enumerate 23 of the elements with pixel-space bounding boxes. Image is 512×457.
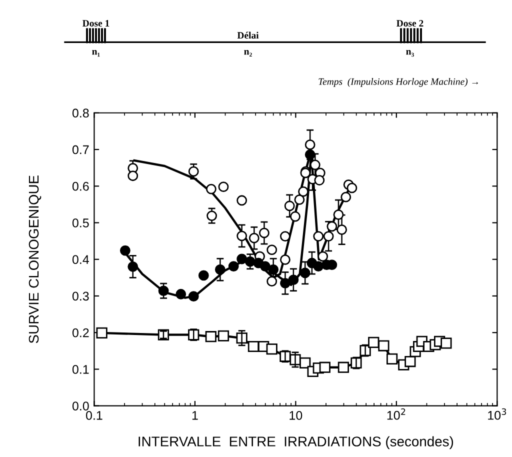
text: n₁ — [92, 50, 100, 57]
y-tick-label: 0.2 — [72, 328, 89, 338]
text: Dose 1 — [82, 20, 110, 27]
y-tick-label: 0.3 — [72, 292, 89, 301]
text: Délai — [237, 32, 259, 39]
y-tick-label: 0.4 — [72, 255, 89, 264]
y-tick-label: 0.8 — [72, 108, 89, 118]
x-tick-label: 10$^{2}$ — [387, 408, 406, 420]
y-tick-label: 0.7 — [72, 145, 89, 154]
x-axis-title: INTERVALLE ENTRE IRRADIATIONS (secondes) — [138, 436, 454, 450]
y-tick-label: 0.1 — [72, 365, 89, 374]
text: n₂ — [244, 50, 252, 57]
y-tick-label: 0.5 — [72, 218, 89, 228]
text: Temps (Impulsions Horloge Machine) → — [318, 78, 478, 87]
text: n₃ — [406, 50, 414, 57]
x-tick-label: 1 — [192, 411, 198, 420]
y-axis-title: SURVIE CLONOGENIQUE — [28, 176, 42, 344]
x-tick-label: 0.1 — [86, 411, 102, 420]
text: Dose 2 — [396, 20, 424, 27]
y-tick-label: 0.0 — [72, 402, 89, 410]
x-tick-label: 10$^{3}$ — [488, 408, 506, 420]
y-tick-label: 0.6 — [72, 182, 89, 191]
x-tick-label: 10 — [290, 411, 302, 420]
